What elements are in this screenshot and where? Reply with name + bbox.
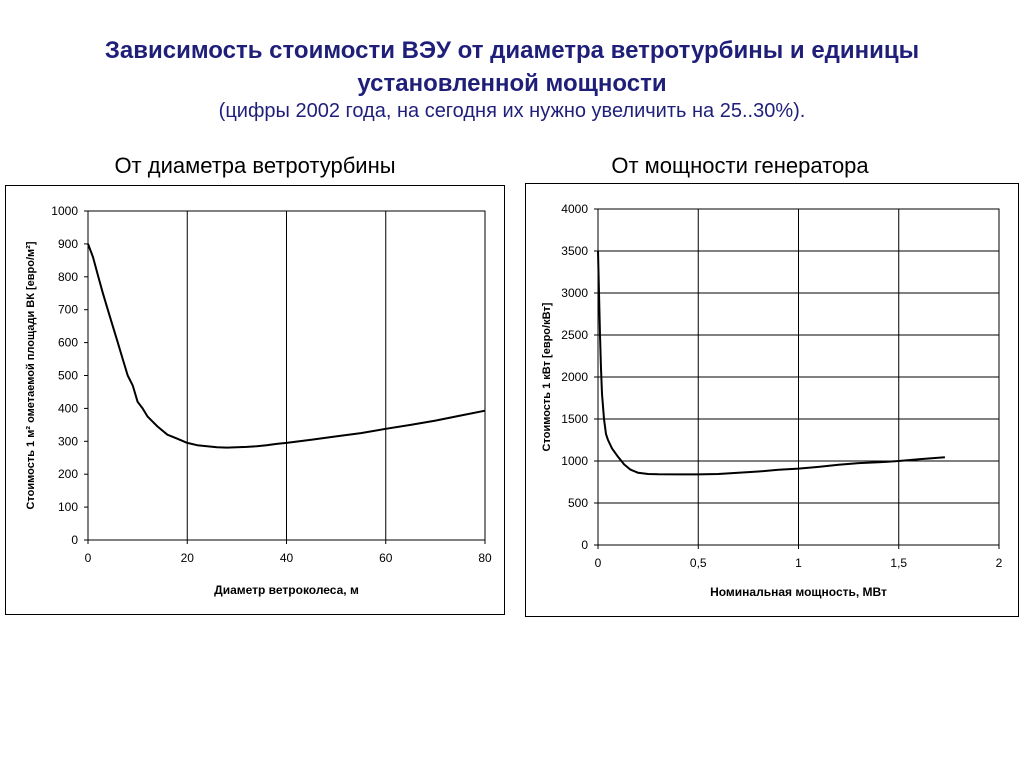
x-tick-label: 0 [85, 551, 92, 565]
x-tick-label: 1,5 [890, 556, 907, 570]
power-cost-chart: 0 0,5 1 1,5 2 0 500 1000 1500 2000 2500 3000 3500 400… [541, 202, 1003, 599]
y-tick-label: 300 [58, 434, 78, 448]
y-tick-label: 100 [58, 500, 78, 514]
page-subtitle: (цифры 2002 года, на сегодня их нужно ув… [218, 100, 806, 122]
x-tick-label: 40 [280, 551, 294, 565]
y-axis-label: Стоимость 1 кВт [евро/кВт] [541, 302, 553, 451]
y-tick-label: 1000 [51, 204, 78, 218]
power-chart-frame: 0 0,5 1 1,5 2 0 500 1000 1500 2000 2500 3000 3500 400… [525, 183, 1019, 617]
y-tick-label: 3500 [561, 244, 588, 258]
series-line [597, 250, 945, 476]
right-panel-title: От мощности генератора [611, 153, 869, 178]
y-tick-label: 3000 [561, 286, 588, 300]
x-tick-label: 0,5 [690, 556, 707, 570]
page-title-line1: Зависимость стоимости ВЭУ от диаметра ве… [104, 37, 920, 64]
y-tick-label: 500 [568, 496, 588, 510]
diameter-chart-frame: 0 20 40 60 80 0 100 200 300 400 500 600 700 800 900 100… [5, 185, 505, 615]
x-tick-label: 20 [181, 551, 195, 565]
page-title-line2: установленной мощности [357, 70, 667, 97]
y-tick-label: 400 [58, 401, 78, 415]
y-tick-label: 1500 [561, 412, 588, 426]
x-axis-label: Номинальная мощность, МВт [710, 585, 887, 599]
y-tick-label: 2500 [561, 328, 588, 342]
y-tick-label: 2000 [561, 370, 588, 384]
y-tick-label: 800 [58, 270, 78, 284]
y-tick-label: 900 [58, 237, 78, 251]
series-line [87, 243, 486, 449]
y-axis-label: Стоимость 1 м² ометаемой площади ВК [евр… [25, 241, 37, 509]
y-tick-label: 4000 [561, 202, 588, 216]
left-panel-title: От диаметра ветротурбины [114, 153, 396, 178]
x-tick-label: 0 [595, 556, 602, 570]
y-tick-label: 200 [58, 467, 78, 481]
y-tick-label: 0 [581, 538, 588, 552]
x-tick-label: 1 [795, 556, 802, 570]
x-tick-label: 2 [996, 556, 1003, 570]
y-tick-label: 1000 [561, 454, 588, 468]
x-tick-label: 80 [478, 551, 492, 565]
y-tick-label: 700 [58, 303, 78, 317]
y-tick-label: 500 [58, 369, 78, 383]
diameter-cost-chart: 0 20 40 60 800100200300400500600700800900100… [25, 204, 492, 597]
y-tick-label: 0 [71, 533, 78, 547]
x-axis-label: Диаметр ветроколеса, м [214, 583, 359, 597]
y-tick-label: 600 [58, 336, 78, 350]
x-tick-label: 60 [379, 551, 393, 565]
page-title: Зависимость стоимости ВЭУ от диаметра ве… [0, 34, 1024, 100]
